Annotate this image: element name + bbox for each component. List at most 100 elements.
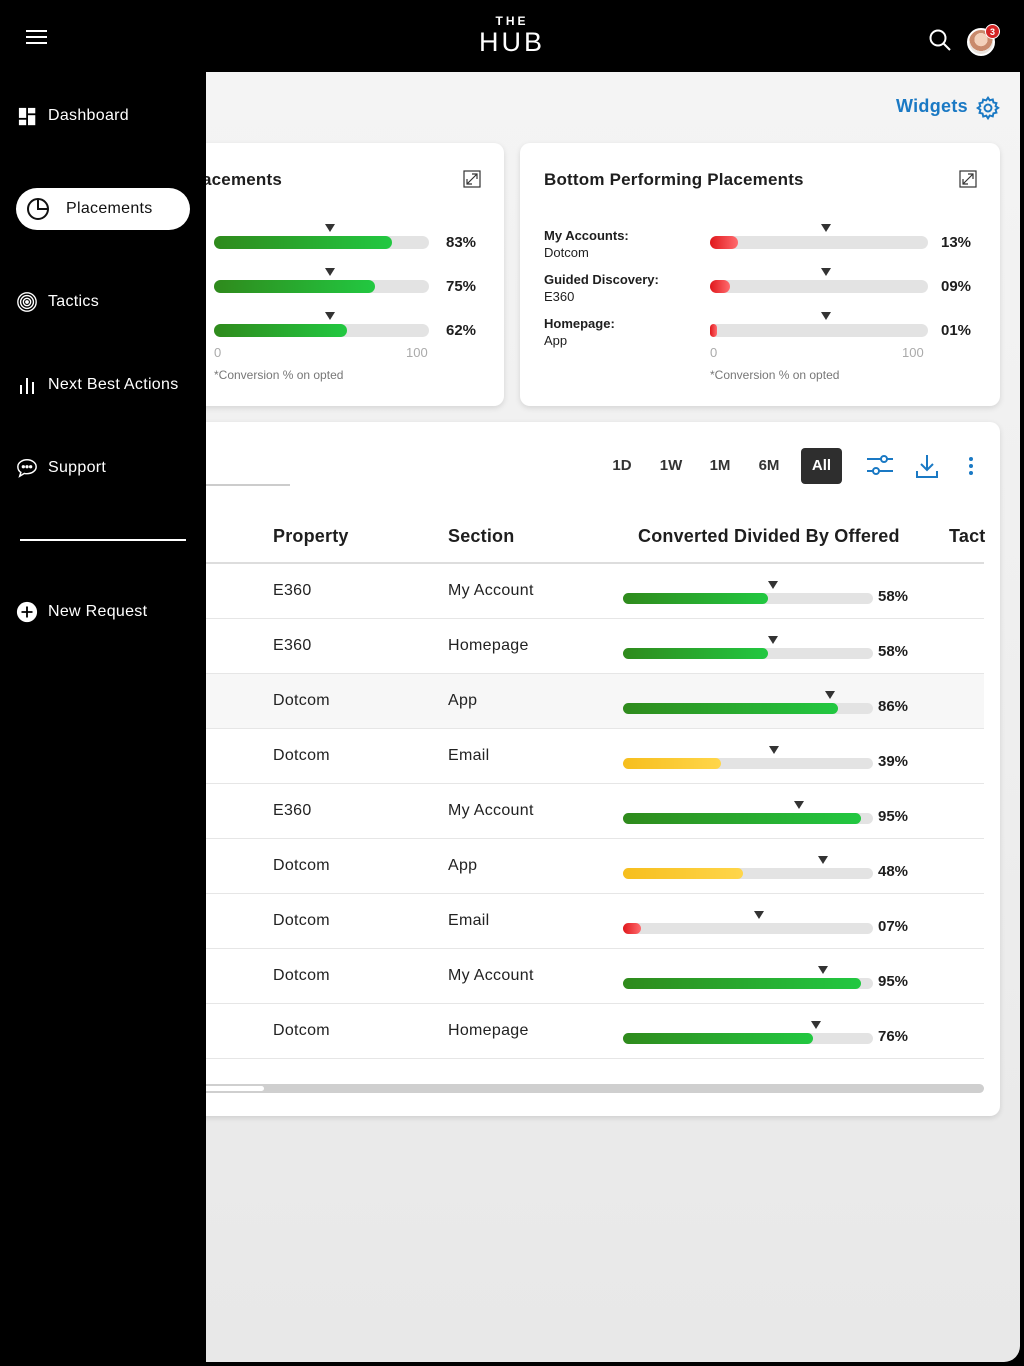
- sidebar-item-label: Tactics: [48, 293, 99, 310]
- gauge-track: [214, 236, 429, 249]
- range-all-button[interactable]: All: [801, 448, 842, 484]
- table-row[interactable]: Dotcom Email 07%: [180, 894, 984, 949]
- gauge-track: [710, 324, 928, 337]
- expand-icon[interactable]: [463, 170, 481, 188]
- table-row[interactable]: Dotcom Email 39%: [180, 729, 984, 784]
- sidebar-item-label: Dashboard: [48, 107, 129, 124]
- gauge-track: [710, 280, 928, 293]
- column-header-tactic[interactable]: Tact: [949, 526, 986, 546]
- hamburger-menu-icon[interactable]: [26, 30, 47, 46]
- app-logo: THE HUB: [0, 14, 1024, 56]
- gauge-label: Guided Discovery: E360: [544, 271, 659, 305]
- conversion-percent: 76%: [878, 1028, 909, 1045]
- table-row[interactable]: E360 Homepage 58%: [180, 619, 984, 674]
- table-row[interactable]: Dotcom My Account 95%: [180, 949, 984, 1004]
- gauge-subtitle: E360: [544, 289, 575, 304]
- column-header-property[interactable]: Property: [273, 526, 349, 546]
- horizontal-scrollbar[interactable]: [180, 1084, 984, 1093]
- logo-top-text: THE: [495, 14, 529, 28]
- conversion-bar-track: [623, 648, 873, 659]
- conversion-percent: 39%: [878, 753, 909, 770]
- cell-property: E360: [273, 637, 312, 654]
- column-header-section[interactable]: Section: [448, 526, 515, 546]
- range-1w-button[interactable]: 1W: [659, 457, 683, 474]
- tab-underline: [180, 484, 290, 486]
- cell-property: Dotcom: [273, 747, 330, 764]
- cell-section: App: [448, 857, 478, 874]
- gauge-percent: 01%: [941, 322, 972, 339]
- gauge-label: Homepage: App: [544, 315, 615, 349]
- new-request-button[interactable]: New Request: [16, 591, 190, 633]
- top-placements-card: acements 83% 75% 62% 0 100 *Conversion % o…: [180, 143, 504, 406]
- gauge-name: Homepage:: [544, 316, 615, 331]
- gauge-track: [214, 324, 429, 337]
- card-title: acements: [202, 170, 283, 189]
- download-icon[interactable]: [915, 453, 939, 479]
- cell-section: My Account: [448, 582, 534, 599]
- dashboard-icon: [18, 107, 36, 126]
- conversion-bar-fill: [623, 978, 861, 989]
- sidebar-item-placements[interactable]: Placements: [16, 188, 190, 230]
- conversion-bar-fill: [623, 813, 861, 824]
- target-marker-icon: [811, 1021, 821, 1029]
- sidebar: Dashboard Placements Tactics Next Best A…: [0, 72, 206, 1366]
- range-1d-button[interactable]: 1D: [612, 457, 632, 474]
- sidebar-item-label: Support: [48, 459, 107, 476]
- target-marker-icon: [769, 746, 779, 754]
- sidebar-item-support[interactable]: Support: [16, 447, 190, 489]
- cell-section: Email: [448, 912, 490, 929]
- table-row[interactable]: Dotcom App 48%: [180, 839, 984, 894]
- gauge-percent: 83%: [446, 234, 477, 251]
- gauge-percent: 62%: [446, 322, 477, 339]
- table-row[interactable]: E360 My Account 95%: [180, 784, 984, 839]
- search-icon[interactable]: [928, 28, 952, 52]
- expand-icon[interactable]: [959, 170, 977, 188]
- cell-property: Dotcom: [273, 692, 330, 709]
- target-marker-icon: [794, 801, 804, 809]
- target-marker-icon: [768, 581, 778, 589]
- sidebar-item-next-best-actions[interactable]: Next Best Actions: [16, 364, 190, 406]
- sidebar-item-dashboard[interactable]: Dashboard: [16, 95, 190, 137]
- top-bar: THE HUB 3: [0, 0, 1024, 72]
- scrollbar-thumb[interactable]: [180, 1086, 264, 1091]
- plus-circle-icon: [16, 601, 38, 623]
- column-header-converted[interactable]: Converted Divided By Offered: [638, 526, 900, 546]
- bottom-placements-card: Bottom Performing Placements My Accounts…: [520, 143, 1000, 406]
- cell-property: E360: [273, 802, 312, 819]
- range-6m-button[interactable]: 6M: [758, 457, 780, 474]
- table-row[interactable]: Dotcom App 86%: [180, 674, 984, 729]
- gauge-subtitle: App: [544, 333, 568, 348]
- widgets-link[interactable]: Widgets: [896, 96, 968, 116]
- cell-section: My Account: [448, 802, 534, 819]
- range-1m-button[interactable]: 1M: [709, 457, 731, 474]
- gauge-label: My Accounts: Dotcom: [544, 227, 629, 261]
- conversion-percent: 95%: [878, 808, 909, 825]
- gauge-subtitle: Dotcom: [544, 245, 589, 260]
- gauge-percent: 13%: [941, 234, 972, 251]
- target-marker-icon: [821, 224, 831, 232]
- more-options-icon[interactable]: [968, 456, 974, 476]
- cell-property: Dotcom: [273, 857, 330, 874]
- target-marker-icon: [825, 691, 835, 699]
- table-row[interactable]: E360 My Account 58%: [180, 564, 984, 619]
- sidebar-item-label: Placements: [66, 200, 153, 217]
- gear-icon[interactable]: [975, 95, 1001, 121]
- notification-badge[interactable]: 3: [985, 24, 1000, 39]
- card-title: Bottom Performing Placements: [544, 170, 804, 189]
- gauge-percent: 09%: [941, 278, 972, 295]
- axis-min-label: 0: [710, 345, 718, 360]
- sidebar-item-tactics[interactable]: Tactics: [16, 281, 190, 323]
- conversion-bar-fill: [623, 593, 768, 604]
- gauge-track: [214, 280, 429, 293]
- bar-chart-icon: [20, 378, 34, 394]
- target-marker-icon: [818, 856, 828, 864]
- gauge-name: Guided Discovery:: [544, 272, 659, 287]
- conversion-percent: 58%: [878, 588, 909, 605]
- conversion-bar-track: [623, 868, 873, 879]
- cell-property: Dotcom: [273, 967, 330, 984]
- axis-min-label: 0: [214, 345, 222, 360]
- filter-sliders-icon[interactable]: [866, 453, 894, 477]
- footnote: *Conversion % on opted: [710, 368, 840, 382]
- gauge-track: [710, 236, 928, 249]
- table-row[interactable]: Dotcom Homepage 76%: [180, 1004, 984, 1059]
